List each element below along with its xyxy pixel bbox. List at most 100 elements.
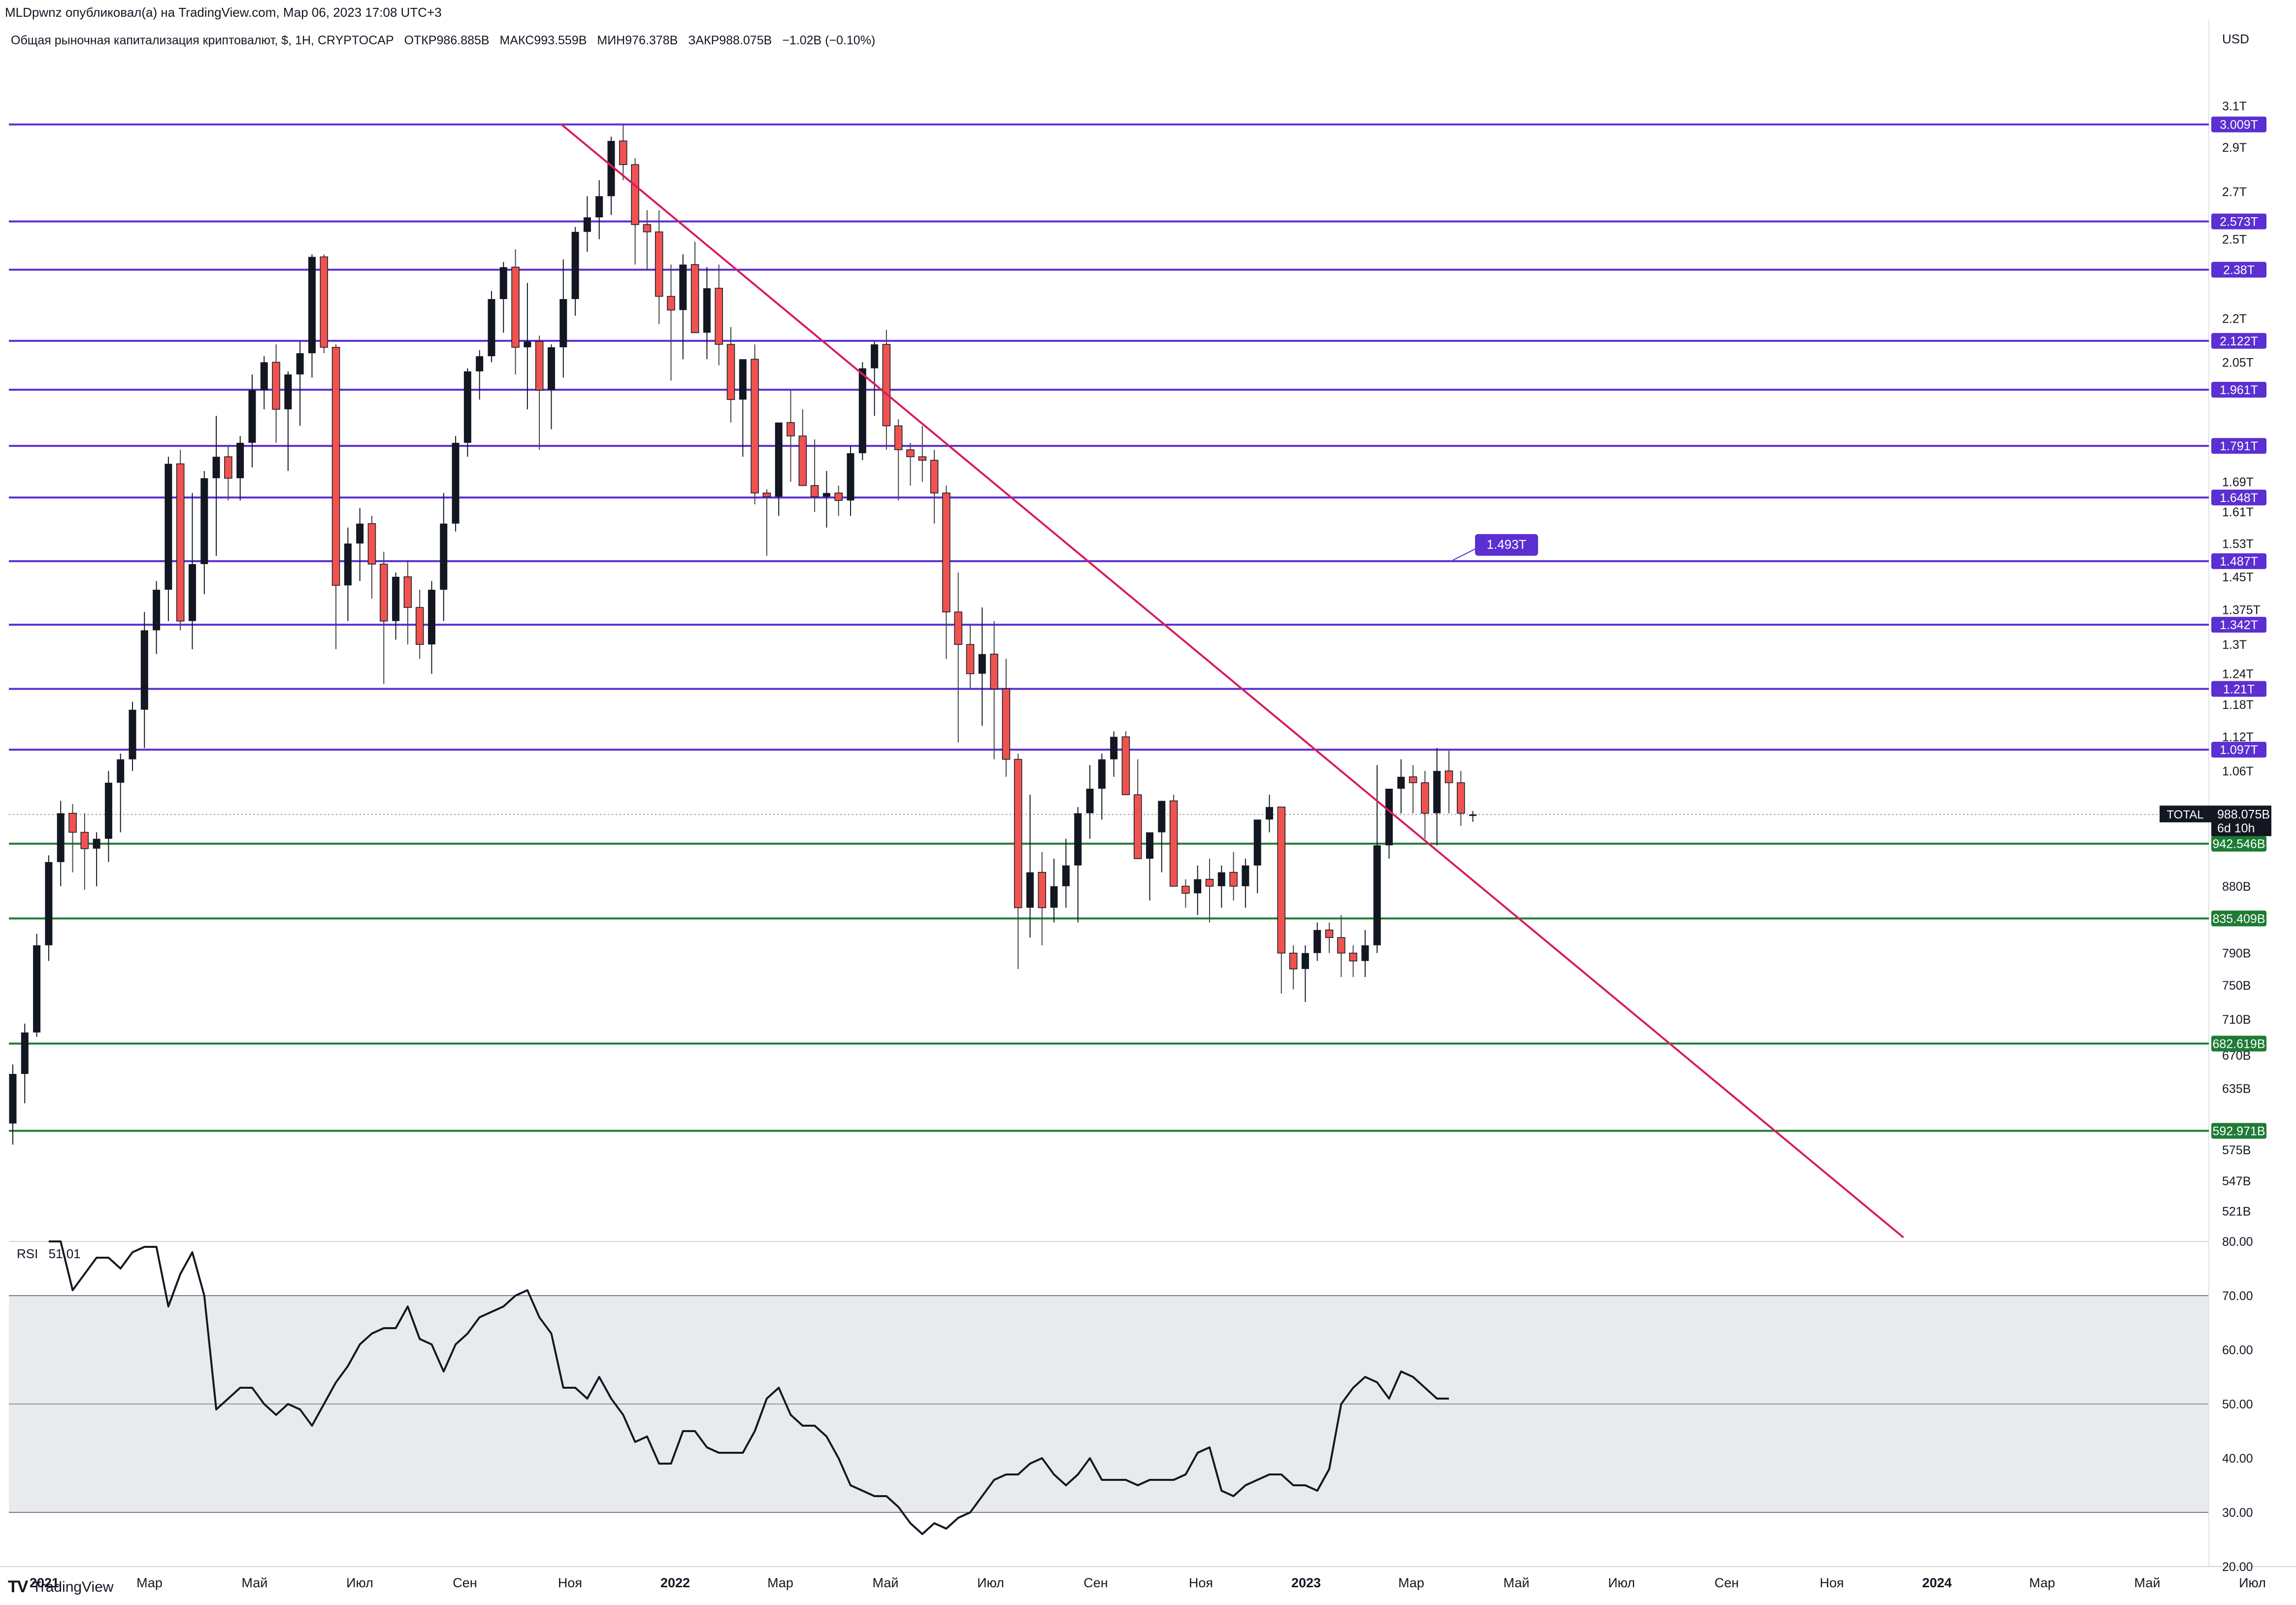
candle-body-112	[1349, 952, 1357, 962]
time-tick-21: Июл	[2239, 1575, 2266, 1590]
price-axis: 3.1T 2.9T 2.7T 2.5T 2.2T 2.05T 1.69T 1.61T 1.53T…	[2222, 100, 2261, 1574]
resistance-9-label-bg	[2211, 681, 2266, 697]
candle-body-7	[93, 838, 100, 849]
candle-body-0	[9, 1074, 17, 1124]
candle-body-118	[1421, 782, 1429, 814]
time-tick-6: 2022	[660, 1575, 690, 1590]
price-tick-12: 1.24T	[2222, 668, 2254, 681]
rsi-tick-3: 50.00	[2222, 1398, 2253, 1411]
candle-body-62	[751, 359, 759, 494]
candle-body-42	[511, 267, 520, 348]
candle-body-91	[1098, 759, 1106, 789]
price-tick-7: 1.61T	[2222, 505, 2254, 519]
candle-body-120	[1444, 770, 1453, 783]
candle-body-55	[667, 296, 675, 311]
candle-body-58	[703, 288, 711, 333]
price-tick-6: 1.69T	[2222, 475, 2254, 489]
rsi-tick-2: 60.00	[2222, 1343, 2253, 1357]
price-tick-18: 750B	[2222, 979, 2251, 993]
rsi-name[interactable]: RSI	[17, 1246, 38, 1261]
candle-body-3	[45, 862, 53, 945]
symbol-tag: TOTAL	[2166, 808, 2203, 821]
candle-body-59	[715, 288, 723, 345]
candle-body-34	[415, 607, 424, 645]
price-tick-19: 710B	[2222, 1013, 2251, 1027]
candle-body-8	[104, 782, 112, 839]
candle-body-88	[1062, 865, 1070, 886]
trendline-layer: 1.493T	[560, 124, 1904, 1238]
time-tick-11: Ноя	[1189, 1575, 1213, 1590]
candle-body-69	[834, 492, 843, 501]
time-tick-2: Май	[242, 1575, 268, 1590]
support-0-label: 942.546B	[2212, 837, 2265, 851]
currency-label: USD	[2222, 32, 2249, 46]
candle-body-56	[679, 265, 687, 310]
resistance-4-label-bg	[2211, 382, 2266, 398]
time-tick-5: Ноя	[558, 1575, 582, 1590]
candle-body-96	[1158, 801, 1166, 833]
candle-body-90	[1086, 788, 1094, 813]
candle-body-92	[1110, 736, 1118, 760]
candle-body-95	[1146, 832, 1153, 859]
candle-body-106	[1277, 806, 1286, 954]
rsi-series	[48, 1240, 1449, 1535]
price-tick-17: 790B	[2222, 947, 2251, 961]
support-1-label-bg	[2211, 910, 2266, 927]
candle-body-97	[1169, 800, 1178, 887]
time-tick-8: Май	[873, 1575, 899, 1590]
candle-body-32	[392, 576, 400, 621]
candle-body-98	[1181, 886, 1190, 894]
candle-body-37	[452, 442, 459, 524]
support-3-label-bg	[2211, 1123, 2266, 1139]
resistance-1-label-bg	[2211, 213, 2266, 230]
candle-body-70	[847, 453, 854, 501]
time-tick-20: Май	[2134, 1575, 2161, 1590]
candle-body-40	[488, 299, 495, 357]
tradingview-logo-text: TradingView	[32, 1578, 114, 1595]
time-axis: 2021 Мар Май Июл Сен Ноя 2022 Мар Май Июл Сен Ноя 20…	[30, 1575, 2266, 1590]
candle-body-10	[129, 709, 136, 760]
candle-body-50	[607, 141, 615, 197]
candle-body-61	[739, 359, 747, 400]
symbol-title[interactable]: Общая рыночная капитализация криптовалют…	[11, 33, 394, 47]
candle-body-21	[260, 362, 268, 390]
resistance-6-label: 1.648T	[2220, 491, 2258, 505]
candle-body-46	[559, 299, 567, 347]
rsi-tick-5: 30.00	[2222, 1506, 2253, 1520]
rsi-line	[48, 1240, 1449, 1535]
candle-body-66	[798, 435, 807, 486]
price-tick-21: 635B	[2222, 1082, 2251, 1096]
candle-body-48	[583, 217, 591, 232]
resistance-3-label: 2.122T	[2220, 334, 2258, 348]
candle-body-79	[954, 611, 962, 645]
ohlc-change: −1.02B (−0.10%)	[782, 33, 876, 47]
candle-body-71	[858, 368, 866, 454]
time-tick-19: Мар	[2029, 1575, 2055, 1590]
candle-body-89	[1074, 813, 1082, 866]
candle-body-109	[1313, 930, 1321, 953]
candle-body-65	[787, 422, 795, 436]
time-tick-13: Мар	[1398, 1575, 1424, 1590]
candlestick-series	[9, 124, 1477, 1145]
candle-body-107	[1289, 952, 1298, 970]
candle-body-117	[1409, 776, 1417, 783]
rsi-tick-6: 20.00	[2222, 1560, 2253, 1574]
candle-body-87	[1050, 886, 1058, 908]
resistance-10-label: 1.097T	[2220, 743, 2258, 757]
tradingview-logo[interactable]: TV TradingView	[8, 1577, 114, 1597]
candle-body-63	[762, 492, 771, 498]
candle-body-2	[33, 945, 41, 1033]
candle-body-104	[1253, 819, 1261, 866]
candle-body-39	[476, 356, 484, 371]
rsi-tick-4: 40.00	[2222, 1452, 2253, 1466]
candle-body-108	[1301, 953, 1309, 969]
candle-body-19	[236, 442, 244, 478]
candle-body-27	[331, 347, 340, 586]
resistance-2-label: 2.38T	[2223, 264, 2255, 277]
time-tick-1: Мар	[136, 1575, 163, 1590]
candle-body-24	[296, 353, 304, 375]
candle-body-57	[690, 264, 699, 334]
candle-body-45	[548, 347, 555, 390]
candle-body-4	[57, 813, 65, 862]
